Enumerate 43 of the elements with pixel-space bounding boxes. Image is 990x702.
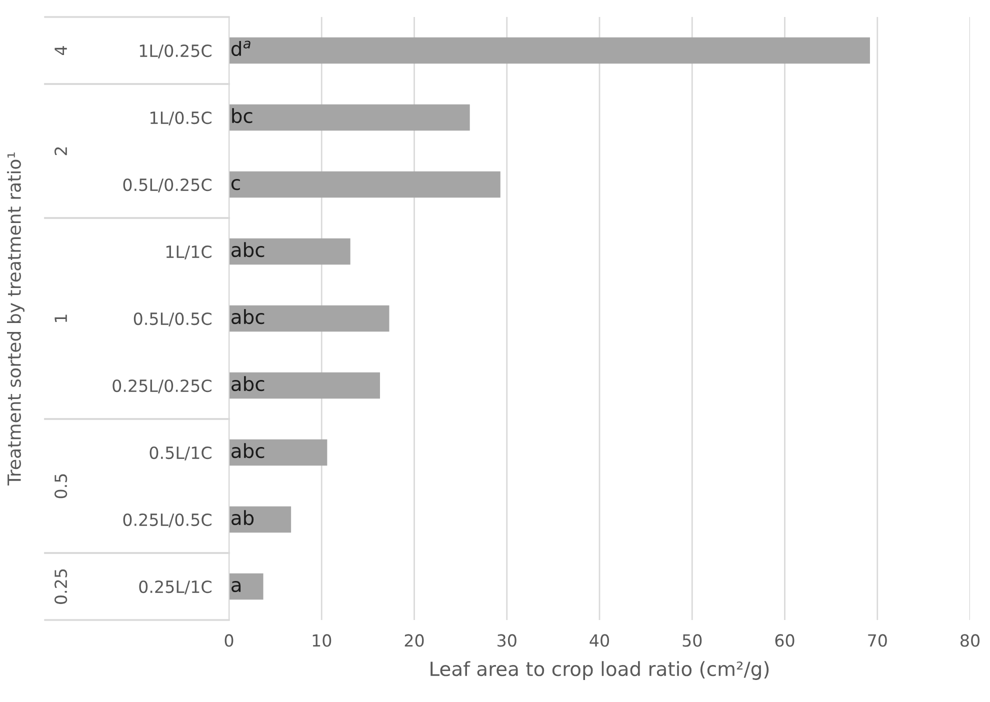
y-tick-label: 0.25L/1C xyxy=(139,580,212,594)
y-tick-label: 0.25L/0.5C xyxy=(123,513,212,528)
bar xyxy=(229,573,264,600)
x-tick-label: 70 xyxy=(868,634,887,647)
data-label: a xyxy=(232,580,241,592)
x-tick-label: 20 xyxy=(404,634,424,647)
bar xyxy=(229,171,500,198)
x-tick-label: 30 xyxy=(498,634,516,647)
data-label: bc xyxy=(232,108,252,124)
bar xyxy=(229,238,350,265)
x-axis-title: Leaf area to crop load ratio (cm²/g) xyxy=(430,661,769,680)
data-label: abc xyxy=(232,443,264,458)
bar xyxy=(229,506,292,533)
x-tick-label: 80 xyxy=(960,634,980,647)
bar xyxy=(229,37,870,64)
y-tick-label: 1L/1C xyxy=(166,245,212,260)
y-tick-label: 0.5L/0.5C xyxy=(134,312,212,326)
x-tick-label: 60 xyxy=(775,634,794,647)
y-tick-label: 1L/0.25C xyxy=(140,44,212,58)
x-tick-label: 40 xyxy=(590,634,609,647)
x-tick-label: 10 xyxy=(312,634,332,647)
y-tick-label: 1L/0.5C xyxy=(150,111,212,126)
text: 0.5 xyxy=(54,474,68,498)
bar xyxy=(229,439,328,466)
y-tick-label: 0.25L/0.25C xyxy=(112,379,212,394)
text: 2 xyxy=(54,147,67,156)
bar xyxy=(229,372,380,399)
data-label: d$^{a}$ xyxy=(231,40,250,56)
text: 4 xyxy=(54,46,67,55)
y-tick-label: 0.5L/0.25C xyxy=(123,178,212,192)
x-tick-label: 0 xyxy=(224,634,234,647)
data-label: abc xyxy=(232,376,264,392)
data-label: abc xyxy=(232,242,264,258)
data-label: ab xyxy=(232,510,254,526)
text: 0.25 xyxy=(54,569,68,604)
data-label: c xyxy=(231,178,240,190)
x-tick-label: 50 xyxy=(682,634,702,647)
text: 1 xyxy=(54,314,67,322)
data-label: abc xyxy=(232,309,264,324)
bar xyxy=(229,305,390,332)
bar xyxy=(229,104,470,131)
y-axis-title: Treatment sorted by treatment ratio¹ xyxy=(7,152,24,486)
y-tick-label: 0.5L/1C xyxy=(150,446,212,460)
